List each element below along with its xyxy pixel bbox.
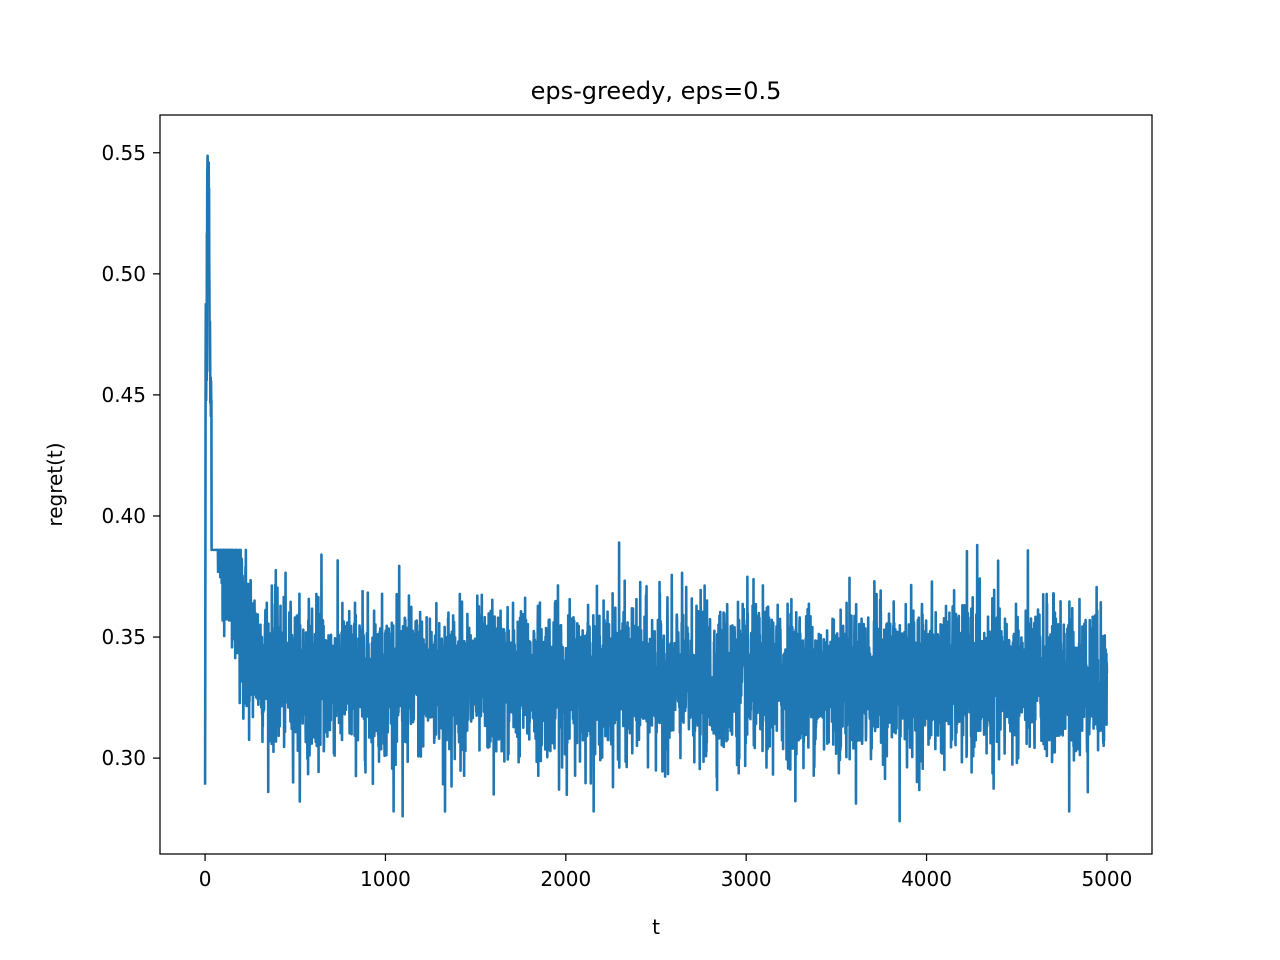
x-tick-label: 0: [199, 867, 212, 891]
line-layer: [203, 154, 1109, 823]
y-axis: 0.30 0.35 0.40 0.45 0.50 0.55: [101, 141, 160, 770]
x-axis: 0 1000 2000 3000 4000 5000: [199, 854, 1132, 891]
x-tick-label: 4000: [901, 867, 952, 891]
y-tick-label: 0.30: [101, 746, 146, 770]
x-tick-label: 5000: [1081, 867, 1132, 891]
y-tick-label: 0.50: [101, 262, 146, 286]
x-tick-label: 1000: [360, 867, 411, 891]
y-tick-label: 0.45: [101, 383, 146, 407]
y-tick-label: 0.35: [101, 625, 146, 649]
x-axis-label: t: [652, 915, 660, 939]
chart-title: eps-greedy, eps=0.5: [531, 77, 782, 105]
y-axis-label: regret(t): [43, 442, 67, 526]
x-tick-label: 3000: [721, 867, 772, 891]
series-line-regret: [203, 154, 1109, 823]
x-tick-label: 2000: [540, 867, 591, 891]
y-tick-label: 0.40: [101, 504, 146, 528]
y-tick-label: 0.55: [101, 141, 146, 165]
plot-frame: [159, 114, 1153, 855]
